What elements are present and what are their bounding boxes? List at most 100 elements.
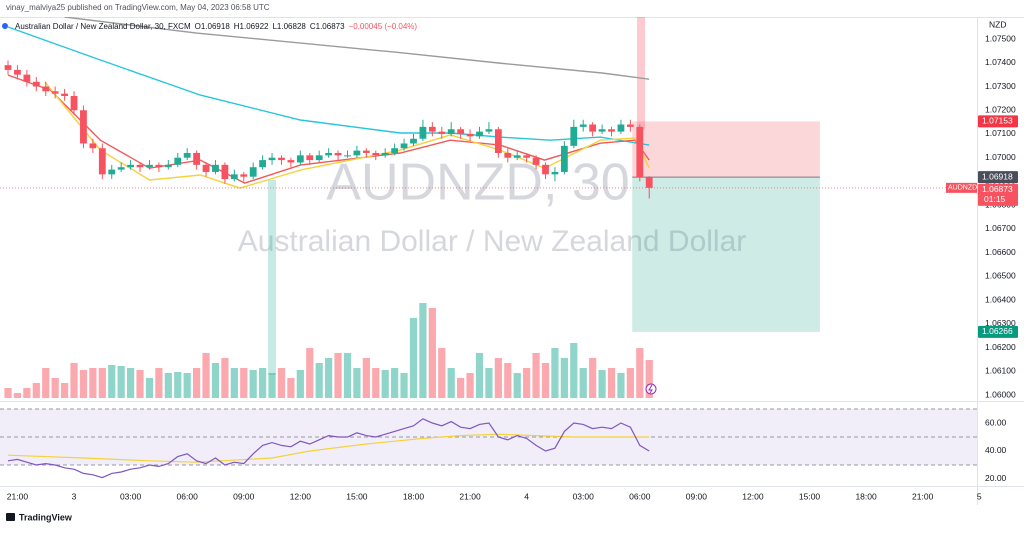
volume-bar <box>136 370 144 398</box>
watermark-name: Australian Dollar / New Zealand Dollar <box>238 225 747 258</box>
volume-bar <box>532 353 540 398</box>
candle-body <box>494 129 502 153</box>
candle-body <box>362 150 370 153</box>
stop-tag-label: 1.07153 <box>982 116 1013 126</box>
event-icon-bolt <box>648 384 653 394</box>
entry-tag-label: 1.06918 <box>982 171 1013 181</box>
last-price-label: 1.06873 <box>982 184 1013 194</box>
y-tick-label: 1.06400 <box>985 294 1016 304</box>
candle-body <box>428 126 436 132</box>
volume-bar <box>334 353 342 398</box>
volume-bar <box>268 373 276 398</box>
candle-body <box>570 126 578 146</box>
candle-body <box>551 171 559 175</box>
volume-bar <box>296 370 304 398</box>
x-tick-label: 12:00 <box>290 491 312 501</box>
volume-bar <box>183 373 191 398</box>
volume-bar <box>211 363 220 398</box>
volume-bar <box>419 303 427 398</box>
volume-bar <box>372 368 380 398</box>
rsi-tick-label: 40.00 <box>985 445 1007 455</box>
y-tick-label: 1.07300 <box>985 81 1016 91</box>
candle-body <box>400 143 408 149</box>
y-tick-label: 1.06300 <box>985 318 1016 328</box>
volume-bar <box>636 348 644 398</box>
legend-item: C1.06873 <box>310 22 345 31</box>
x-tick-label: 06:00 <box>177 491 199 501</box>
footer-logo: TradingView <box>6 512 73 522</box>
candle-body <box>391 148 399 153</box>
volume-bar <box>79 370 88 398</box>
candle-body <box>419 126 427 139</box>
candle-body <box>608 129 615 132</box>
candle-body <box>513 155 521 158</box>
legend-item: Australian Dollar / New Zealand Dollar, … <box>15 22 191 31</box>
y-tick-label: 1.06500 <box>985 271 1016 281</box>
moving-average <box>64 17 650 80</box>
volume-bar <box>504 363 512 398</box>
candle-body <box>485 129 493 132</box>
rsi-line <box>7 418 650 479</box>
rsi-ma-line <box>7 433 650 463</box>
candle-body <box>334 152 342 156</box>
candle-body <box>42 86 50 92</box>
volume-bar <box>560 358 568 398</box>
volume-bar <box>259 368 267 398</box>
candle-body <box>230 174 238 180</box>
last-price-tag <box>978 183 1018 206</box>
volume-bar <box>51 378 59 398</box>
volume-bar <box>315 363 323 398</box>
volume-bar <box>42 368 50 398</box>
legend-item: L1.06828 <box>272 22 306 31</box>
x-tick-label: 09:00 <box>233 491 255 501</box>
candle-body <box>636 126 644 178</box>
volume-bar <box>645 360 653 398</box>
rsi-tick-label: 60.00 <box>985 417 1007 427</box>
rsi-tick-label: 20.00 <box>985 473 1007 483</box>
candle-body <box>315 155 323 161</box>
candle-body <box>410 138 417 144</box>
volume-bar <box>428 308 436 398</box>
watermark-symbol: AUDNZD, 30 <box>326 154 629 212</box>
entry-tag <box>978 171 1018 184</box>
legend-item: −0.00045 (−0.04%) <box>349 22 418 31</box>
candle-body <box>306 155 314 161</box>
volume-bar <box>126 368 135 398</box>
candle-body <box>645 177 653 188</box>
candle-body <box>108 169 116 175</box>
volume-bar <box>202 353 210 398</box>
y-tick-label: 1.06000 <box>985 389 1016 399</box>
volume-bar <box>70 363 78 398</box>
volume-bar <box>230 368 238 398</box>
candle-body <box>579 124 587 127</box>
ticker-tag <box>946 182 977 193</box>
volume-bar <box>457 378 465 398</box>
candle-body <box>240 174 248 177</box>
event-icon[interactable] <box>645 383 657 395</box>
candle-body <box>296 155 304 163</box>
volume-bar <box>117 366 125 398</box>
candle-body <box>164 164 172 168</box>
x-tick-label: 21:00 <box>7 491 29 501</box>
volume-bar <box>551 348 559 398</box>
candle-body <box>589 124 597 132</box>
volume-bar <box>98 368 106 398</box>
volume-bar <box>579 368 587 398</box>
candle-body <box>268 157 276 161</box>
brand: TradingView <box>19 512 73 522</box>
target-tag-label: 1.06266 <box>982 326 1013 336</box>
y-tick-label: 1.07000 <box>985 152 1016 162</box>
volume-bar <box>174 372 182 398</box>
candle-body <box>51 91 59 94</box>
volume-bar <box>13 393 22 398</box>
y-tick-label: 1.06700 <box>985 223 1016 233</box>
volume-bar <box>494 358 502 398</box>
volume-bar <box>362 358 370 398</box>
volume-bar <box>287 378 295 398</box>
candle-body <box>23 74 31 82</box>
publish-note: vinay_malviya25 published on TradingView… <box>6 3 270 12</box>
volume-bar <box>240 368 248 398</box>
volume-bar <box>343 353 352 398</box>
candle-body <box>381 152 389 156</box>
y-tick-label: 1.07400 <box>985 57 1016 67</box>
